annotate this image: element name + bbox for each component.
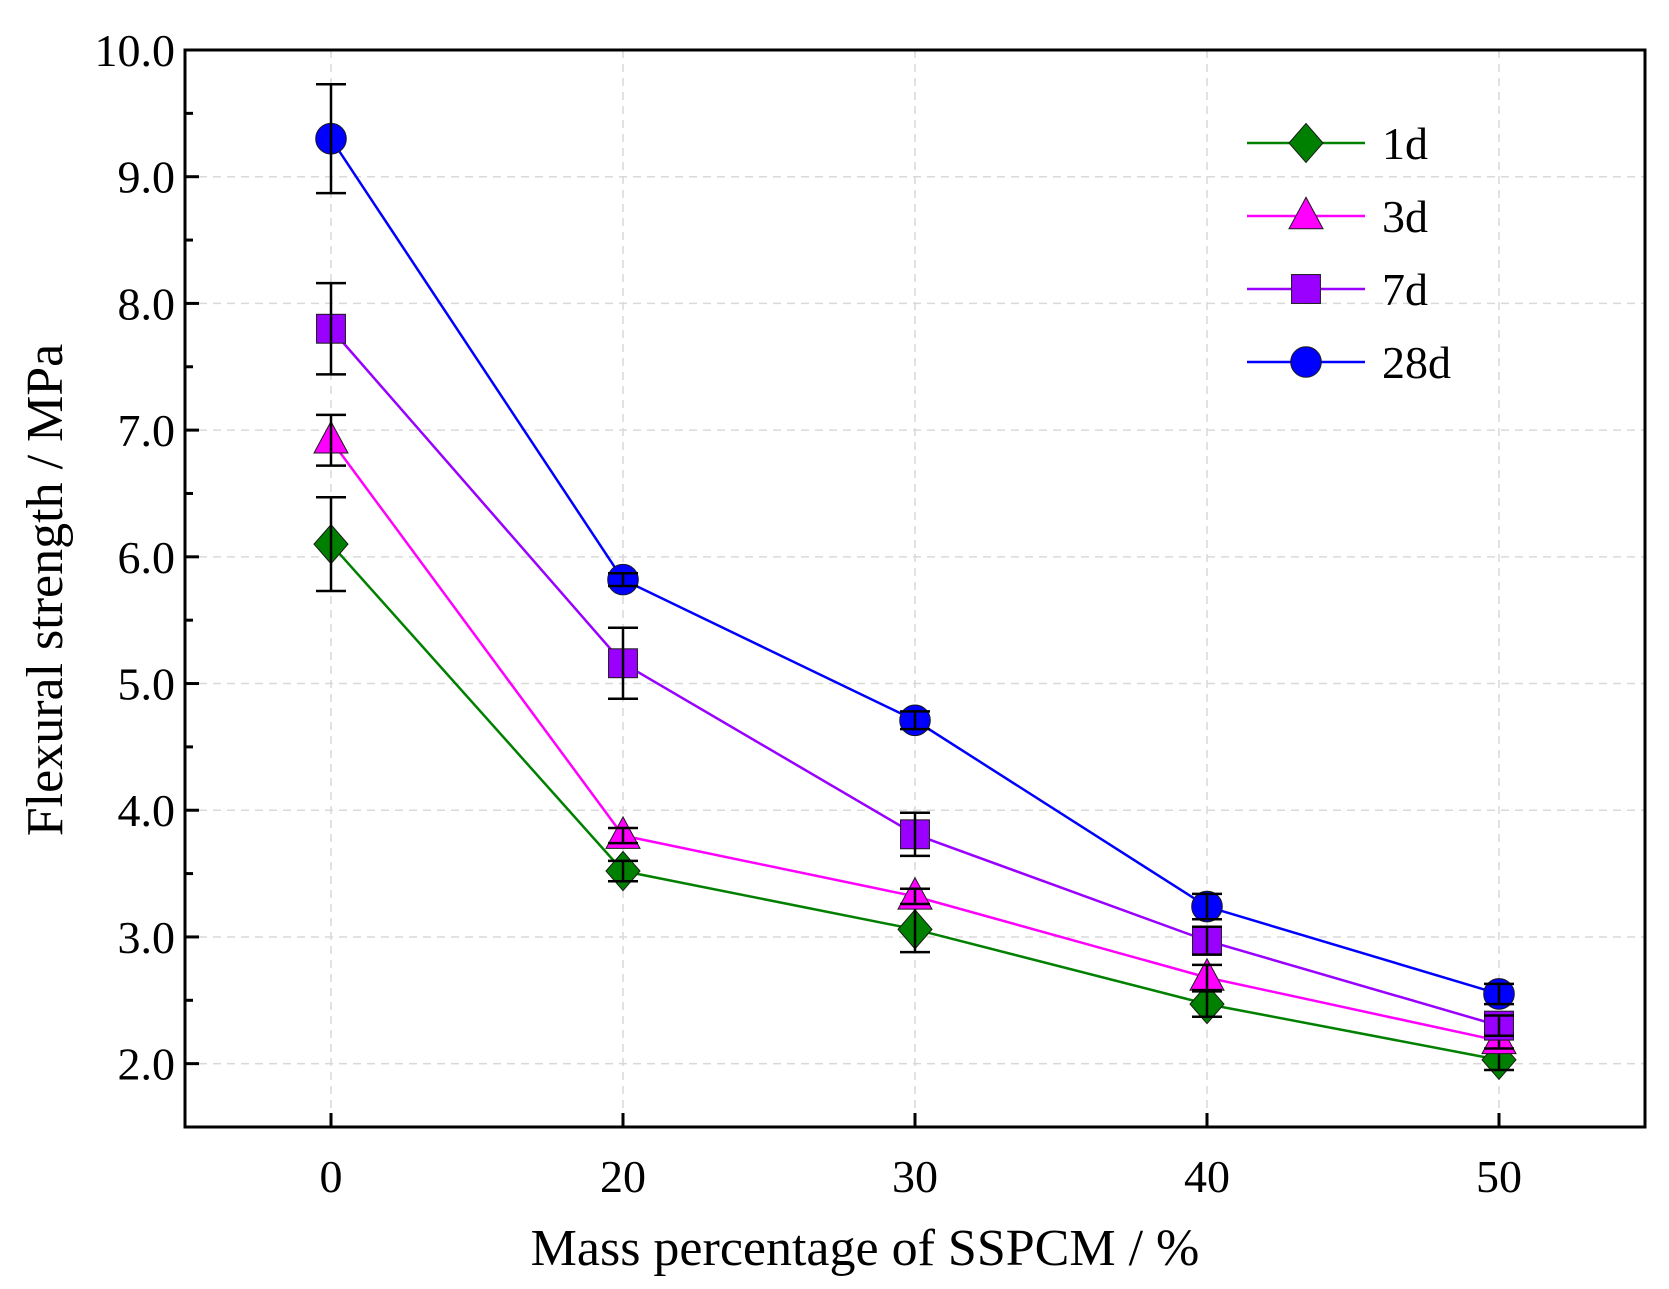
error-bar-7d — [1484, 1014, 1514, 1038]
series-7d — [316, 281, 1514, 1041]
error-bar-28d — [316, 82, 346, 195]
x-tick-label: 20 — [600, 1151, 646, 1202]
error-bar-7d — [1192, 925, 1222, 956]
error-bar-7d — [316, 281, 346, 376]
y-tick-label: 4.0 — [118, 785, 176, 836]
x-tick-label: 50 — [1476, 1151, 1522, 1202]
y-tick-label: 3.0 — [118, 912, 176, 963]
legend-label: 3d — [1382, 191, 1428, 242]
x-axis-title: Mass percentage of SSPCM / % — [531, 1220, 1200, 1277]
series-1d — [313, 496, 1517, 1081]
error-bar-3d — [608, 826, 638, 845]
x-tick-label: 40 — [1184, 1151, 1230, 1202]
legend-marker-3d — [1288, 196, 1324, 230]
error-bar-28d — [608, 572, 638, 588]
error-bar-1d — [608, 859, 638, 883]
error-bar-3d — [900, 887, 930, 906]
y-tick-label: 6.0 — [118, 532, 176, 583]
error-bar-7d — [608, 626, 638, 700]
y-tick-label: 8.0 — [118, 278, 176, 329]
legend-marker-1d — [1288, 122, 1324, 164]
error-bar-7d — [900, 811, 930, 858]
y-tick-label: 5.0 — [118, 659, 176, 710]
error-bar-1d — [316, 496, 346, 593]
series-28d — [315, 82, 1515, 1010]
error-bar-28d — [900, 710, 930, 731]
y-tick-label: 10.0 — [95, 25, 176, 76]
series-layer — [313, 82, 1517, 1081]
y-tick-label: 9.0 — [118, 152, 176, 203]
legend-item-3d: 3d — [1247, 191, 1428, 242]
legend-label: 7d — [1382, 264, 1428, 315]
legend-label: 1d — [1382, 118, 1428, 169]
y-tick-label: 7.0 — [118, 405, 176, 456]
axis-ticks: 2.0 3.0 4.0 5.0 6.0 7.0 8.0 9.0 10.0 0 20 30 40 50 — [95, 25, 1523, 1202]
legend-label: 28d — [1382, 337, 1451, 388]
legend-item-28d: 28d — [1247, 337, 1451, 388]
x-tick-label: 30 — [892, 1151, 938, 1202]
legend: 1d 3d 7d 28d — [1247, 118, 1451, 388]
error-bar-3d — [1192, 963, 1222, 992]
legend-item-1d: 1d — [1247, 118, 1428, 169]
series-3d — [313, 413, 1517, 1055]
y-tick-label: 2.0 — [118, 1039, 176, 1090]
legend-marker-7d — [1291, 274, 1321, 304]
error-bar-28d — [1484, 982, 1514, 1006]
error-bar-3d — [316, 413, 346, 467]
legend-marker-28d — [1290, 346, 1322, 378]
y-axis-title: Flexural strength / MPa — [17, 344, 74, 837]
legend-item-7d: 7d — [1247, 264, 1428, 315]
x-tick-label: 0 — [320, 1151, 343, 1202]
series-line-1d — [330, 543, 1500, 1062]
error-bar-28d — [1192, 892, 1222, 921]
error-bar-1d — [1192, 990, 1222, 1019]
